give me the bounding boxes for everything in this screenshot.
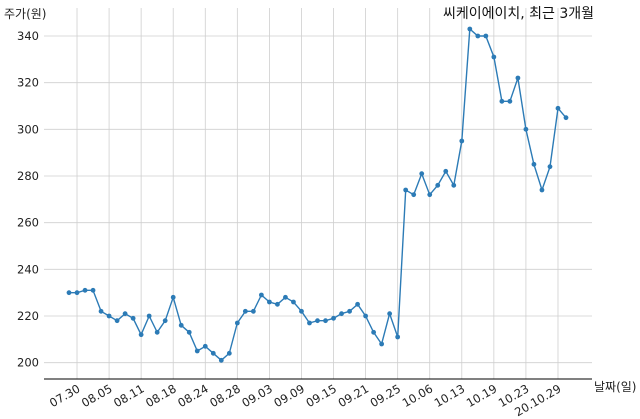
data-point	[459, 138, 465, 144]
data-point	[491, 54, 497, 60]
data-point	[154, 329, 160, 335]
x-tick-label: 10.19	[464, 381, 500, 410]
x-tick-label: 08.05	[79, 381, 115, 410]
data-point	[130, 315, 136, 321]
data-point	[435, 182, 441, 188]
data-point	[106, 313, 112, 319]
data-point	[499, 98, 505, 104]
y-tick-label: 260	[17, 216, 39, 230]
data-point	[122, 311, 128, 317]
y-tick-label: 340	[17, 29, 39, 43]
data-point	[531, 161, 537, 167]
data-point	[515, 75, 521, 81]
data-point	[234, 320, 240, 326]
data-point	[363, 313, 368, 319]
y-tick-label: 280	[17, 169, 39, 183]
data-point	[331, 315, 336, 321]
data-point	[315, 318, 320, 324]
x-tick-label: 08.11	[111, 381, 147, 410]
data-point	[226, 350, 232, 356]
x-axis-label: 날짜(일)	[594, 380, 636, 394]
data-point	[218, 357, 224, 363]
x-tick-label: 08.24	[175, 381, 211, 410]
data-point	[299, 308, 304, 314]
grid-layer	[44, 8, 592, 379]
x-tick-label: 09.15	[304, 381, 340, 410]
data-point	[186, 329, 192, 335]
data-point	[74, 290, 80, 296]
data-point	[547, 164, 553, 170]
data-point	[82, 287, 88, 293]
data-point	[162, 318, 168, 324]
data-point	[258, 292, 264, 298]
x-tick-label: 08.18	[143, 381, 179, 410]
data-point	[555, 105, 561, 111]
data-point	[275, 301, 280, 307]
data-point	[355, 301, 360, 307]
x-tick-label: 09.03	[239, 381, 275, 410]
y-axis-label: 주가(원)	[4, 7, 46, 21]
data-point	[443, 168, 449, 174]
data-point	[403, 187, 409, 193]
x-tick-label: 09.25	[368, 381, 404, 410]
data-point	[202, 343, 208, 349]
y-tick-label: 240	[17, 262, 39, 276]
x-tick-label: 08.28	[207, 381, 243, 410]
data-point	[210, 350, 216, 356]
data-point	[467, 26, 473, 32]
series-layer	[66, 26, 569, 363]
data-point	[307, 320, 312, 326]
data-point	[523, 126, 529, 132]
data-point	[507, 98, 513, 104]
data-point	[411, 192, 417, 198]
data-point	[267, 299, 272, 305]
data-point	[427, 192, 433, 198]
data-point	[242, 308, 248, 314]
data-point	[194, 348, 200, 354]
x-tick-label: 09.09	[271, 381, 307, 410]
y-tick-label: 200	[17, 356, 39, 370]
data-point	[323, 318, 328, 324]
chart-title: 씨케이에이치, 최근 3개월	[443, 6, 594, 22]
y-tick-label: 320	[17, 76, 39, 90]
data-point	[379, 341, 385, 347]
data-point	[114, 318, 120, 324]
data-point	[291, 299, 296, 305]
x-tick-label: 09.21	[336, 381, 372, 410]
data-point	[475, 33, 481, 39]
data-point	[339, 311, 344, 317]
data-point	[539, 187, 545, 193]
data-point	[395, 334, 401, 340]
data-point	[66, 290, 72, 296]
data-point	[283, 294, 288, 300]
data-point	[178, 322, 184, 328]
y-tick-label: 300	[17, 122, 39, 136]
data-point	[138, 332, 144, 338]
data-point	[419, 171, 425, 177]
x-tick-label: 10.13	[432, 381, 468, 410]
data-point	[387, 311, 393, 317]
x-tick-label: 07.30	[47, 381, 83, 410]
data-point	[451, 182, 457, 188]
data-point	[371, 329, 377, 335]
data-point	[98, 308, 104, 314]
data-point	[347, 308, 352, 314]
price-line	[69, 27, 567, 362]
data-point	[483, 33, 489, 39]
data-point	[563, 115, 569, 121]
axis-layer: 20022024026028030032034007.3008.0508.110…	[17, 29, 592, 419]
data-point	[146, 313, 152, 319]
data-point	[90, 287, 96, 293]
y-tick-label: 220	[17, 309, 39, 323]
data-point	[170, 294, 176, 300]
data-point	[250, 308, 256, 314]
x-tick-label: 10.06	[400, 381, 436, 410]
